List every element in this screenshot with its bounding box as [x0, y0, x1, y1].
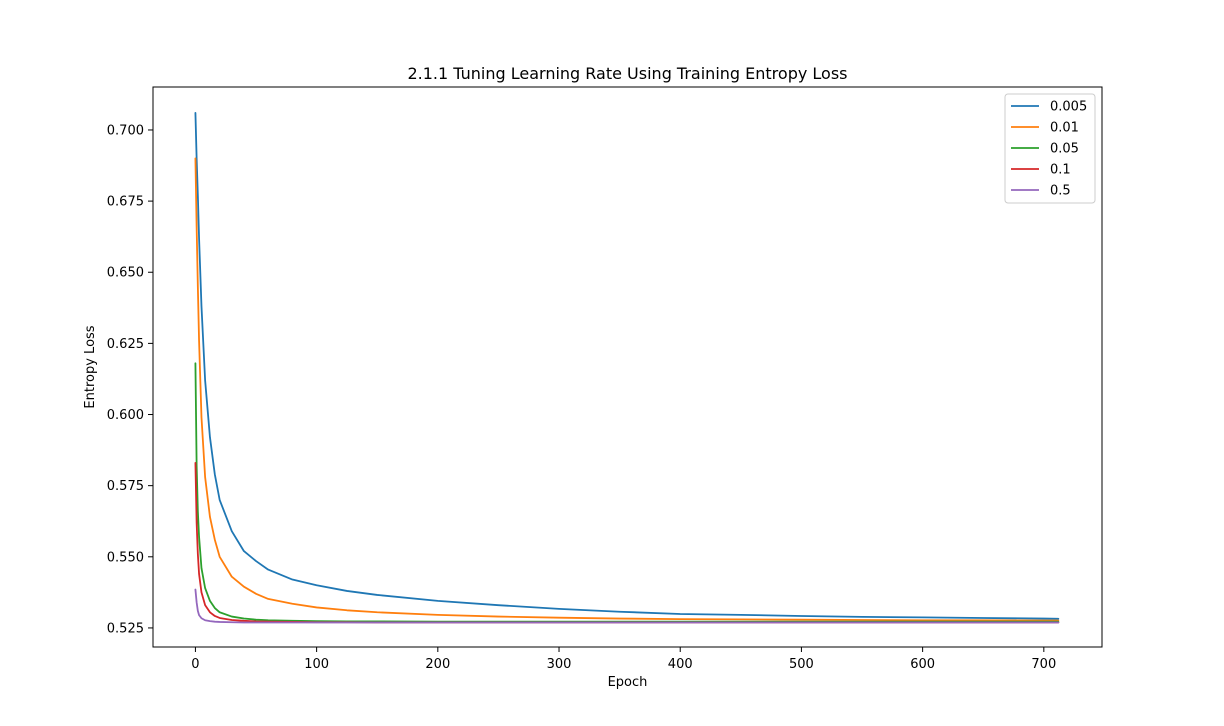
x-tick-label: 500 [789, 657, 814, 672]
legend-label-0.01: 0.01 [1050, 121, 1079, 136]
y-tick-label: 0.600 [107, 408, 144, 423]
series-layer [194, 111, 1060, 624]
y-tick-label: 0.675 [107, 195, 144, 210]
legend-label-0.5: 0.5 [1050, 184, 1071, 199]
series-line-0.01 [194, 157, 1060, 622]
y-tick-label: 0.700 [107, 123, 144, 138]
legend: 0.005 0.01 0.05 0.1 0.5 [1004, 93, 1096, 204]
x-tick-label: 300 [547, 657, 572, 672]
x-tick-label: 0 [191, 657, 199, 672]
x-tick-label: 600 [910, 657, 935, 672]
y-tick-label: 0.550 [107, 550, 144, 565]
x-tick-label: 100 [304, 657, 329, 672]
legend-label-0.1: 0.1 [1050, 163, 1071, 178]
y-axis: 0.525 0.550 0.575 0.600 0.625 0.650 0.675 0.700 [107, 123, 153, 636]
y-tick-label: 0.575 [107, 479, 144, 494]
x-axis-title: Epoch [608, 675, 648, 690]
x-tick-label: 400 [668, 657, 693, 672]
x-tick-label: 200 [425, 657, 450, 672]
legend-label-0.005: 0.005 [1050, 100, 1087, 115]
y-tick-label: 0.650 [107, 266, 144, 281]
y-axis-title: Entropy Loss [83, 325, 98, 408]
plot-frame [152, 86, 1103, 648]
series-line-0.5 [194, 588, 1060, 624]
y-tick-label: 0.525 [107, 621, 144, 636]
x-tick-label: 700 [1031, 657, 1056, 672]
y-tick-label: 0.625 [107, 337, 144, 352]
x-axis: 0 100 200 300 400 500 600 700 [191, 647, 1056, 672]
legend-label-0.05: 0.05 [1050, 142, 1079, 157]
series-line-0.005 [194, 111, 1060, 620]
legend-box [1004, 93, 1096, 204]
chart-title: 2.1.1 Tuning Learning Rate Using Trainin… [407, 64, 847, 83]
